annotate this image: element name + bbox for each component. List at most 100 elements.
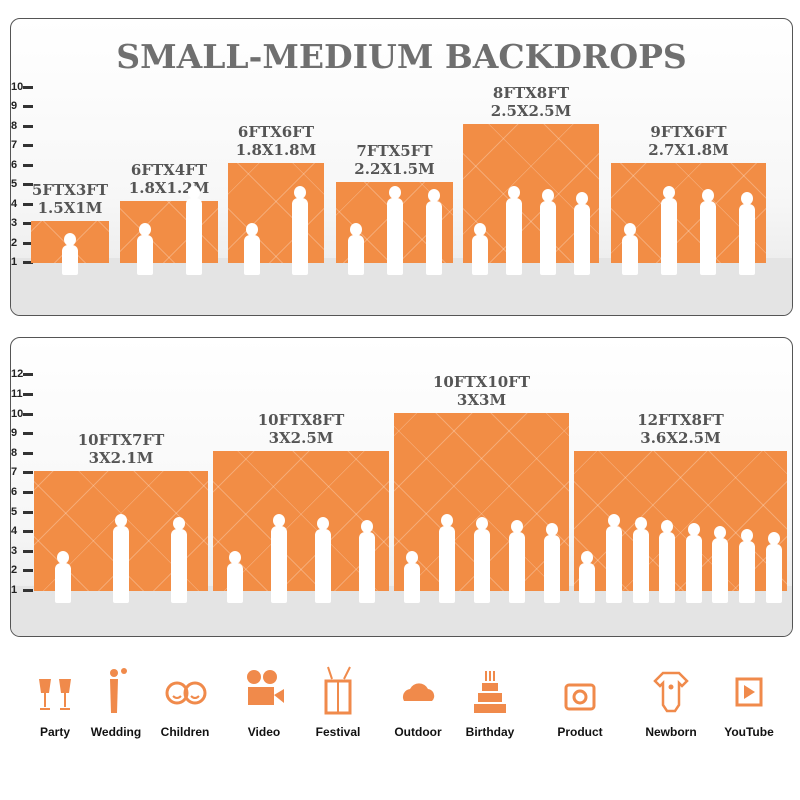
size-feet: 5FTX3FT [31,181,109,199]
ruler-tick: 1 [11,584,33,596]
ruler-tick-mark [23,124,33,128]
size-feet: 7FTX5FT [356,142,433,160]
backdrop-size-block [394,413,569,591]
usage-label: Birthday [465,725,515,739]
ruler-tick-mark [23,530,33,534]
usage-icons-row: Party Wedding Children Video Festival Outdoor… [0,665,800,755]
size-feet: 9FTX6FT [650,123,727,141]
person-silhouette-body [113,526,129,603]
person-silhouette-head [510,520,523,533]
person-silhouette-body [244,235,260,275]
play-button-icon [714,665,784,719]
ruler-tick-mark [23,491,33,494]
person-silhouette-head [405,551,418,564]
person-silhouette-head [714,526,727,539]
ruler-tick-label: 7 [11,466,18,479]
person-silhouette-head [542,189,554,202]
ruler-tick-label: 3 [11,217,18,229]
camera-icon [545,665,615,719]
size-feet: 6FTX4FT [130,161,208,179]
ruler-tick: 3 [11,544,33,557]
person-silhouette-head [440,514,453,527]
ruler-tick-mark [23,451,33,455]
size-meters: 2.7X1.8M [648,141,729,159]
usage-item-youtube: YouTube [714,665,784,739]
person-silhouette-head [229,551,241,564]
backdrop-size-label: 12FTX8FT 3.6X2.5M [637,411,724,447]
ruler-tick-label: 10 [11,80,24,93]
backdrop-size-label: 7FTX5FT 2.2X1.5M [354,142,434,178]
usage-item-party: Party [20,665,90,739]
person-silhouette-body [739,541,756,603]
ruler-tick-label: 10 [11,407,24,420]
ruler-tick-mark [23,471,33,475]
ruler-tick-mark [23,105,33,108]
ruler-tick-mark [23,222,33,225]
ruler-tick: 2 [11,236,33,249]
ruler-tick-label: 4 [11,197,18,210]
ruler-tick: 7 [11,466,33,479]
person-silhouette-body [185,198,202,275]
ruler-tick: 11 [11,389,33,400]
backdrop-size-label: 8FTX8FT 2.5X2.5M [491,84,571,120]
person-silhouette-head [663,186,676,199]
person-silhouette-body [508,532,525,603]
ruler-tick: 2 [11,565,33,576]
person-silhouette-head [474,223,486,236]
backdrop-size-label: 10FTX8FT 3X2.5M [258,411,345,447]
person-silhouette-head [173,517,185,530]
usage-item-festival: Festival [303,665,373,739]
usage-label: Video [247,725,281,739]
person-silhouette-head [545,523,558,536]
size-meters: 1.8X1.8M [235,141,317,159]
medium-backdrops-panel: 1 2 3 4 5 6 7 8 9 10 11 12 10FTX7FT 3X2.1M 10FTX8FT 3X2… [10,337,793,637]
usage-label: YouTube [724,725,774,739]
cloud-icon [383,665,453,719]
page-title: SMALL-MEDIUM BACKDROPS [116,37,687,76]
ruler-tick-label: 6 [11,158,18,171]
ruler-tick: 1 [11,257,33,268]
person-silhouette-head [687,523,700,536]
backdrop-size-label: 5FTX3FT 1.5X1M [32,181,108,217]
person-silhouette-body [292,198,308,275]
person-silhouette-head [317,517,329,530]
person-silhouette-body [540,201,556,275]
backdrop-size-block [120,201,218,263]
usage-item-newborn: Newborn [636,665,706,739]
person-silhouette-head [246,223,258,236]
person-silhouette-head [388,186,401,199]
size-feet: 10FTX8FT [257,411,345,429]
birthday-cake-icon [455,665,525,719]
ruler-tick-label: 3 [11,544,18,557]
small-backdrops-panel: SMALL-MEDIUM BACKDROPS 1 2 3 4 5 6 7 8 9 10 5FTX3F… [10,18,793,316]
person-silhouette-head [349,223,362,236]
ruler-tick: 9 [11,428,33,439]
ruler-tick-label: 6 [11,486,18,498]
champagne-glasses-icon [20,665,90,719]
backdrop-size-label: 10FTX7FT 3X2.1M [78,431,165,467]
usage-label: Wedding [90,725,142,739]
film-camera-icon [229,665,299,719]
person-silhouette-body [359,532,375,603]
usage-item-birthday: Birthday [455,665,525,739]
person-silhouette-body [605,526,622,603]
ruler-tick-label: 1 [11,584,18,596]
ruler-tick-mark [23,412,33,416]
person-silhouette-head [624,223,637,236]
size-feet: 10FTX7FT [77,431,165,449]
person-silhouette-head [64,233,76,246]
person-silhouette-head [427,189,440,202]
ruler-tick-label: 2 [11,236,18,249]
person-silhouette-head [581,551,594,564]
ruler-tick-mark [23,393,33,396]
usage-label: Product [557,725,603,739]
person-silhouette-body [765,544,782,603]
person-silhouette-head [607,514,620,527]
size-meters: 3X2.1M [88,449,154,467]
size-meters: 3.6X2.5M [640,429,721,447]
ruler-tick: 4 [11,526,33,537]
ruler-tick: 8 [11,120,33,131]
person-silhouette-body [271,526,287,603]
person-silhouette-head [361,520,373,533]
usage-item-outdoor: Outdoor [383,665,453,739]
